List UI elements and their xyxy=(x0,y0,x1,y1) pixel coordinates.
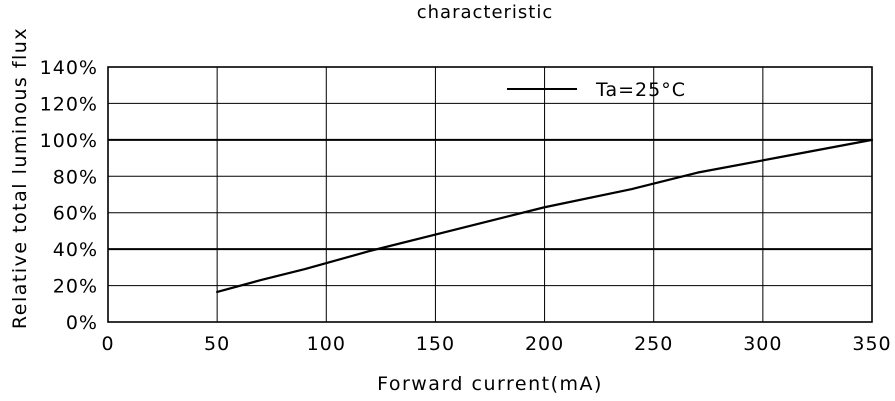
grid-lines xyxy=(108,67,872,322)
x-tick-label: 50 xyxy=(204,333,230,355)
y-axis-title: Relative total luminous flux xyxy=(9,27,31,329)
plot-frame xyxy=(107,66,873,323)
x-axis-title: Forward current(mA) xyxy=(377,373,603,395)
x-tick-label: 150 xyxy=(416,333,455,355)
y-tick-label: 80% xyxy=(53,166,98,188)
y-tick-labels: 0% 20% 40% 60% 80% 100% 120% 140% xyxy=(40,57,98,334)
x-tick-label: 350 xyxy=(852,333,891,355)
series-layer xyxy=(216,138,874,294)
y-tick-label: 100% xyxy=(40,130,98,152)
x-tick-labels: 0 50 100 150 200 250 300 350 xyxy=(101,333,891,355)
y-tick-label: 120% xyxy=(40,93,98,115)
x-tick-label: 200 xyxy=(525,333,564,355)
y-tick-label: 0% xyxy=(66,312,98,334)
legend: Ta=25°C xyxy=(507,79,686,101)
legend-label: Ta=25°C xyxy=(595,79,686,101)
chart-title: characteristic xyxy=(417,2,554,23)
series-line xyxy=(216,138,874,294)
x-tick-label: 300 xyxy=(743,333,782,355)
x-tick-label: 250 xyxy=(634,333,673,355)
y-tick-label: 60% xyxy=(53,203,98,225)
y-tick-label: 40% xyxy=(53,239,98,261)
x-tick-label: 100 xyxy=(307,333,346,355)
x-tick-label: 0 xyxy=(101,333,114,355)
y-tick-label: 140% xyxy=(40,57,98,79)
y-tick-label: 20% xyxy=(53,276,98,298)
